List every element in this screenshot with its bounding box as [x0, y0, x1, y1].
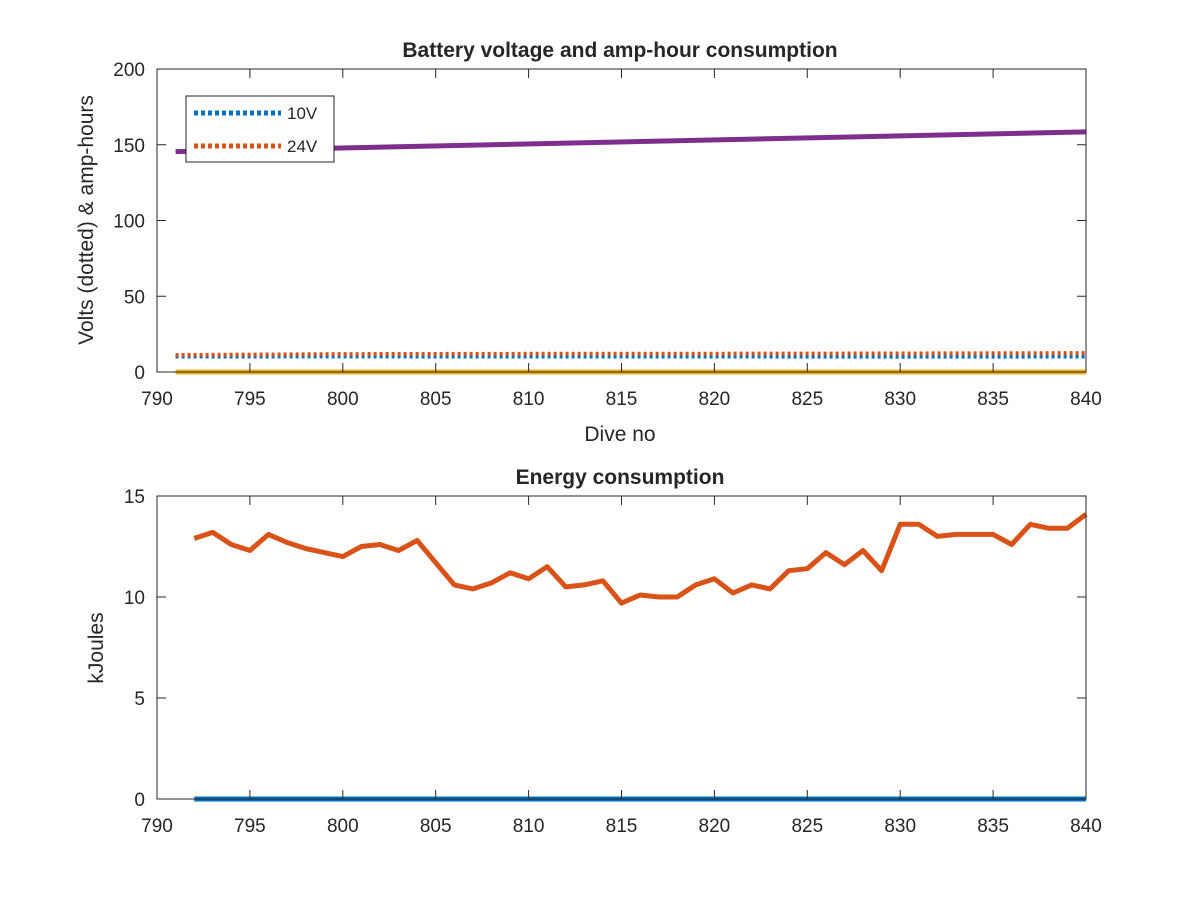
plot-frame [156, 68, 1087, 373]
y-tick-label: 15 [124, 487, 145, 508]
series-group [175, 129, 1087, 375]
y-tick-label: 100 [113, 212, 145, 233]
x-tick-label: 820 [699, 816, 731, 837]
y-tick-label: 0 [134, 790, 145, 811]
chart-title: Energy consumption [516, 466, 725, 489]
x-tick-label: 815 [606, 816, 638, 837]
chart-title: Battery voltage and amp-hour consumption [402, 39, 837, 62]
legend-label-24v: 24V [287, 137, 318, 156]
series-line-energy [193, 512, 1088, 606]
y-tick-label: 200 [113, 60, 145, 81]
y-tick-label: 150 [113, 136, 145, 157]
x-tick-label: 830 [884, 389, 916, 410]
x-tick-label: 830 [884, 816, 916, 837]
legend-label-10v: 10V [287, 104, 318, 123]
legend-box [185, 95, 335, 163]
y-tick-label: 10 [124, 588, 145, 609]
series-line-24v [175, 351, 1087, 357]
x-tick-label: 795 [234, 389, 266, 410]
x-tick-label: 790 [141, 389, 173, 410]
x-tick-label: 840 [1070, 389, 1102, 410]
x-axis-label: Dive no [584, 423, 655, 446]
energy-axes: Energy consumption kJoules 790 795 800 805 8… [85, 466, 1102, 837]
y-axis-label: Volts (dotted) & amp-hours [75, 95, 98, 345]
plot-frame [156, 495, 1087, 800]
legend: 10V 24V [185, 95, 335, 163]
x-tick-label: 810 [513, 816, 545, 837]
y-tick-label: 50 [124, 287, 145, 308]
y-axis-label: kJoules [85, 612, 108, 683]
x-tick-label: 815 [606, 389, 638, 410]
x-tick-label: 805 [420, 816, 452, 837]
x-tick-label: 840 [1070, 816, 1102, 837]
series-group [193, 512, 1088, 802]
x-tick-label: 810 [513, 389, 545, 410]
y-tick-label: 0 [134, 363, 145, 384]
x-tick-label: 825 [791, 389, 823, 410]
voltage-amphour-axes: Battery voltage and amp-hour consumption… [75, 39, 1102, 446]
x-tick-label: 825 [791, 816, 823, 837]
x-tick-label: 790 [141, 816, 173, 837]
x-tick-label: 820 [699, 389, 731, 410]
y-tick-label: 5 [134, 689, 145, 710]
x-tick-label: 805 [420, 389, 452, 410]
x-tick-label: 835 [977, 816, 1009, 837]
x-tick-label: 800 [327, 816, 359, 837]
x-tick-label: 835 [977, 389, 1009, 410]
x-tick-label: 795 [234, 816, 266, 837]
x-tick-label: 800 [327, 389, 359, 410]
